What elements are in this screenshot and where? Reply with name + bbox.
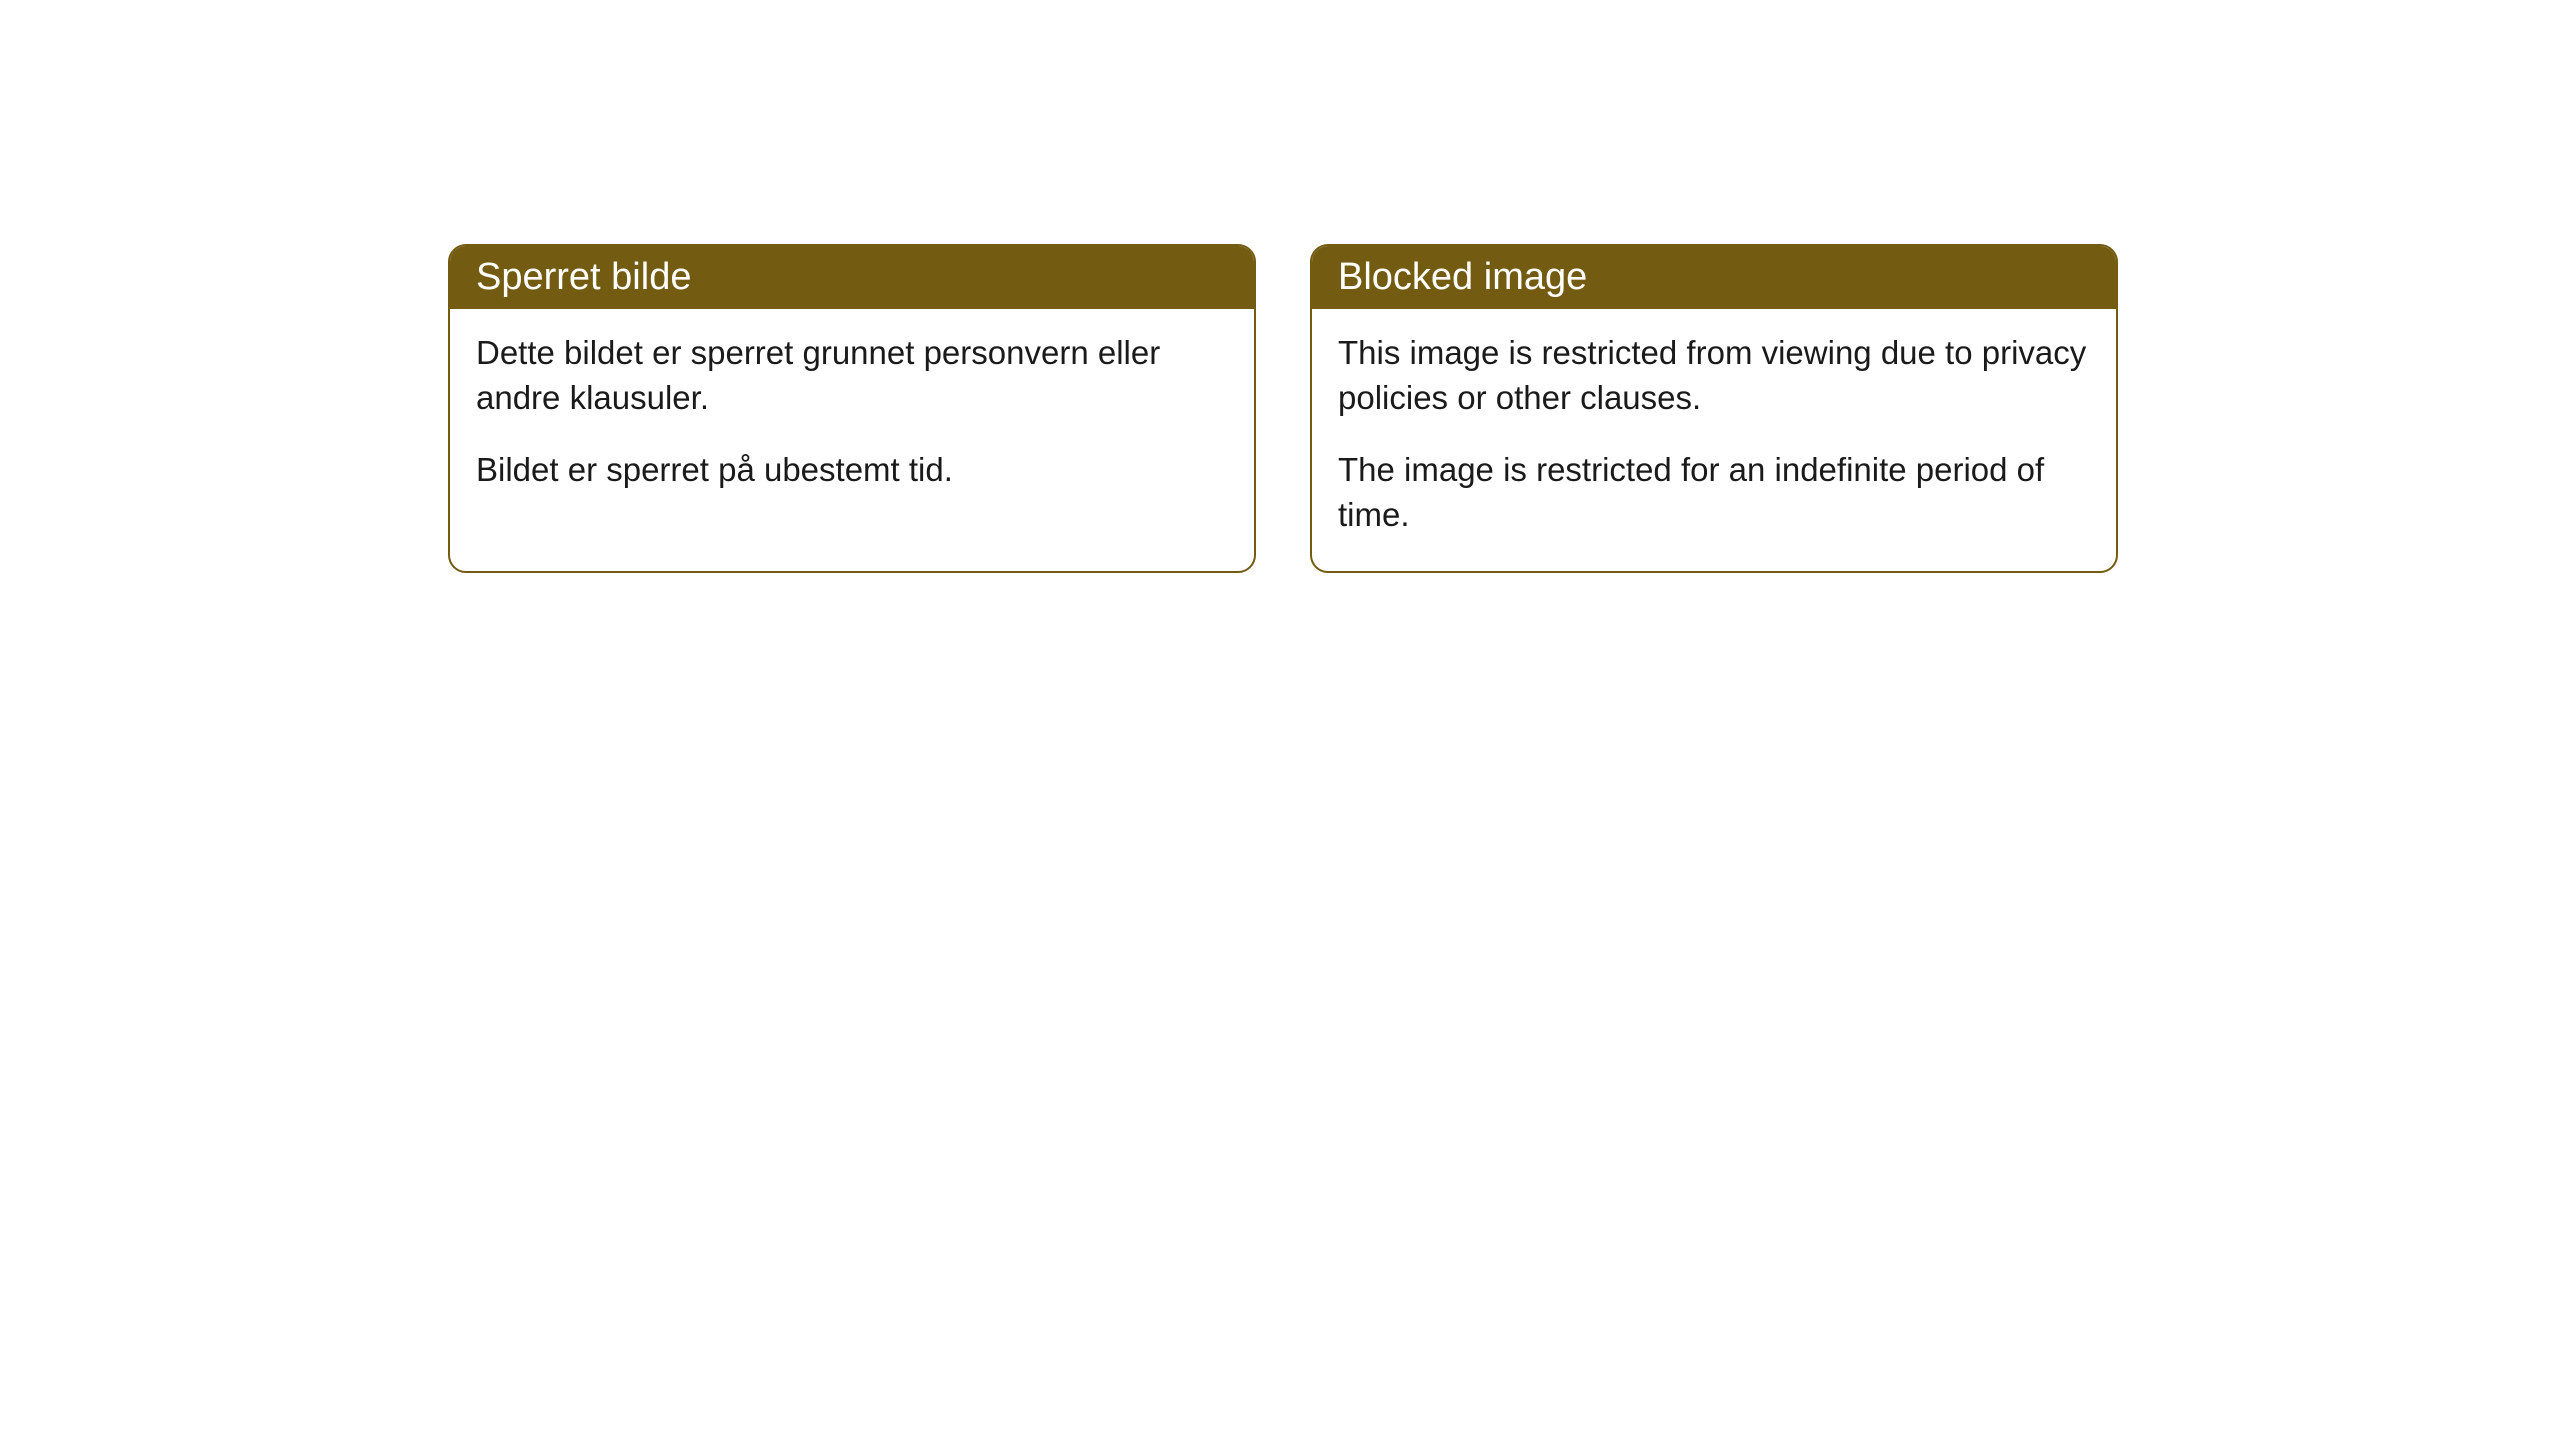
card-body: This image is restricted from viewing du… (1312, 309, 2116, 571)
card-paragraph: Dette bildet er sperret grunnet personve… (476, 331, 1228, 420)
card-body: Dette bildet er sperret grunnet personve… (450, 309, 1254, 527)
card-header: Blocked image (1312, 246, 2116, 309)
notice-card-english: Blocked image This image is restricted f… (1310, 244, 2118, 573)
notice-cards-container: Sperret bilde Dette bildet er sperret gr… (448, 244, 2118, 573)
card-title: Sperret bilde (476, 256, 691, 298)
notice-card-norwegian: Sperret bilde Dette bildet er sperret gr… (448, 244, 1256, 573)
card-header: Sperret bilde (450, 246, 1254, 309)
card-title: Blocked image (1338, 256, 1587, 298)
card-paragraph: The image is restricted for an indefinit… (1338, 448, 2090, 537)
card-paragraph: This image is restricted from viewing du… (1338, 331, 2090, 420)
card-paragraph: Bildet er sperret på ubestemt tid. (476, 448, 1228, 493)
